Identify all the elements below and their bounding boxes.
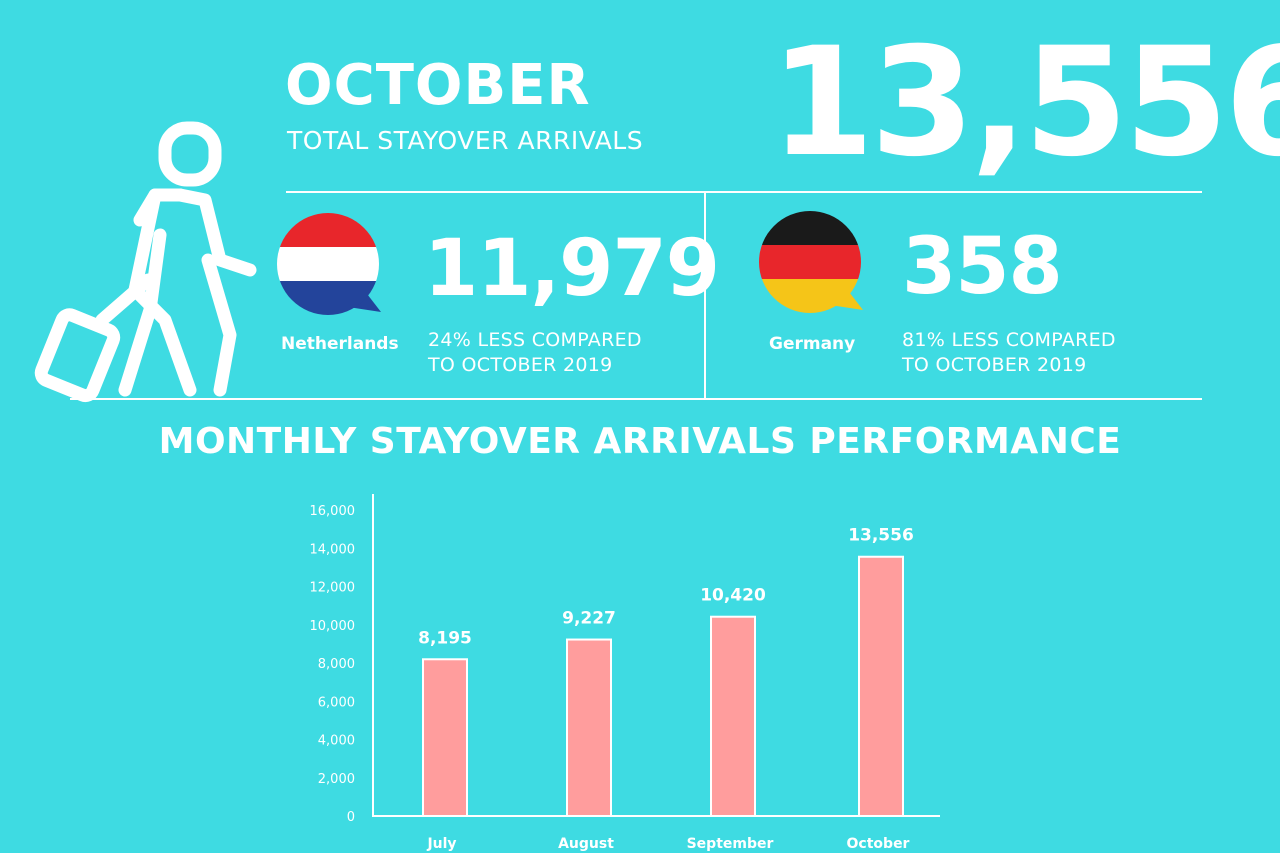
y-tick-label: 16,000 [310, 504, 356, 519]
de-stripe-2 [759, 245, 861, 279]
netherlands-comparison-line-2: TO OCTOBER 2019 [428, 354, 613, 376]
x-tick-label: July [426, 836, 456, 852]
germany-flag-icon [758, 210, 868, 320]
y-tick-label: 8,000 [318, 657, 355, 672]
y-tick-label: 14,000 [310, 542, 356, 557]
y-tick-label: 2,000 [318, 772, 355, 787]
bar [710, 615, 756, 818]
y-tick-label: 0 [347, 810, 355, 825]
data-label: 13,556 [848, 526, 914, 546]
y-tick-label: 6,000 [318, 695, 355, 710]
y-tick-label: 4,000 [318, 734, 355, 749]
data-label: 10,420 [700, 586, 766, 606]
bottom-divider [70, 398, 1202, 400]
total-arrivals-subtitle: TOTAL STAYOVER ARRIVALS [287, 126, 644, 155]
traveler-with-suitcase-icon [34, 121, 257, 403]
total-arrivals-value: 13,556 [770, 16, 1280, 190]
germany-arrivals: 358 [902, 222, 1063, 312]
x-tick-label: September [687, 836, 774, 852]
bar [422, 658, 468, 817]
bar [566, 638, 612, 817]
month-title: OCTOBER [285, 53, 591, 118]
netherlands-arrivals: 11,979 [424, 224, 720, 314]
bar [858, 555, 904, 818]
country-name-germany: Germany [769, 334, 856, 354]
germany-comparison-line-1: 81% LESS COMPARED [902, 329, 1116, 351]
chart-section-title: MONTHLY STAYOVER ARRIVALS PERFORMANCE [158, 421, 1122, 462]
data-label: 8,195 [418, 628, 472, 648]
germany-comparison: 81% LESS COMPARED TO OCTOBER 2019 [902, 328, 1116, 378]
germany-comparison-line-2: TO OCTOBER 2019 [902, 354, 1087, 376]
x-tick-label: October [847, 836, 910, 852]
netherlands-comparison: 24% LESS COMPARED TO OCTOBER 2019 [428, 328, 642, 378]
y-tick-label: 10,000 [310, 619, 356, 634]
y-tick-label: 12,000 [310, 581, 356, 596]
country-name-netherlands: Netherlands [281, 334, 399, 354]
netherlands-comparison-line-1: 24% LESS COMPARED [428, 329, 642, 351]
x-tick-label: August [558, 836, 614, 852]
middle-divider [704, 192, 706, 400]
top-divider [286, 191, 1202, 193]
data-label: 9,227 [562, 609, 616, 629]
netherlands-flag-icon [276, 212, 386, 322]
nl-stripe-2 [277, 247, 379, 281]
